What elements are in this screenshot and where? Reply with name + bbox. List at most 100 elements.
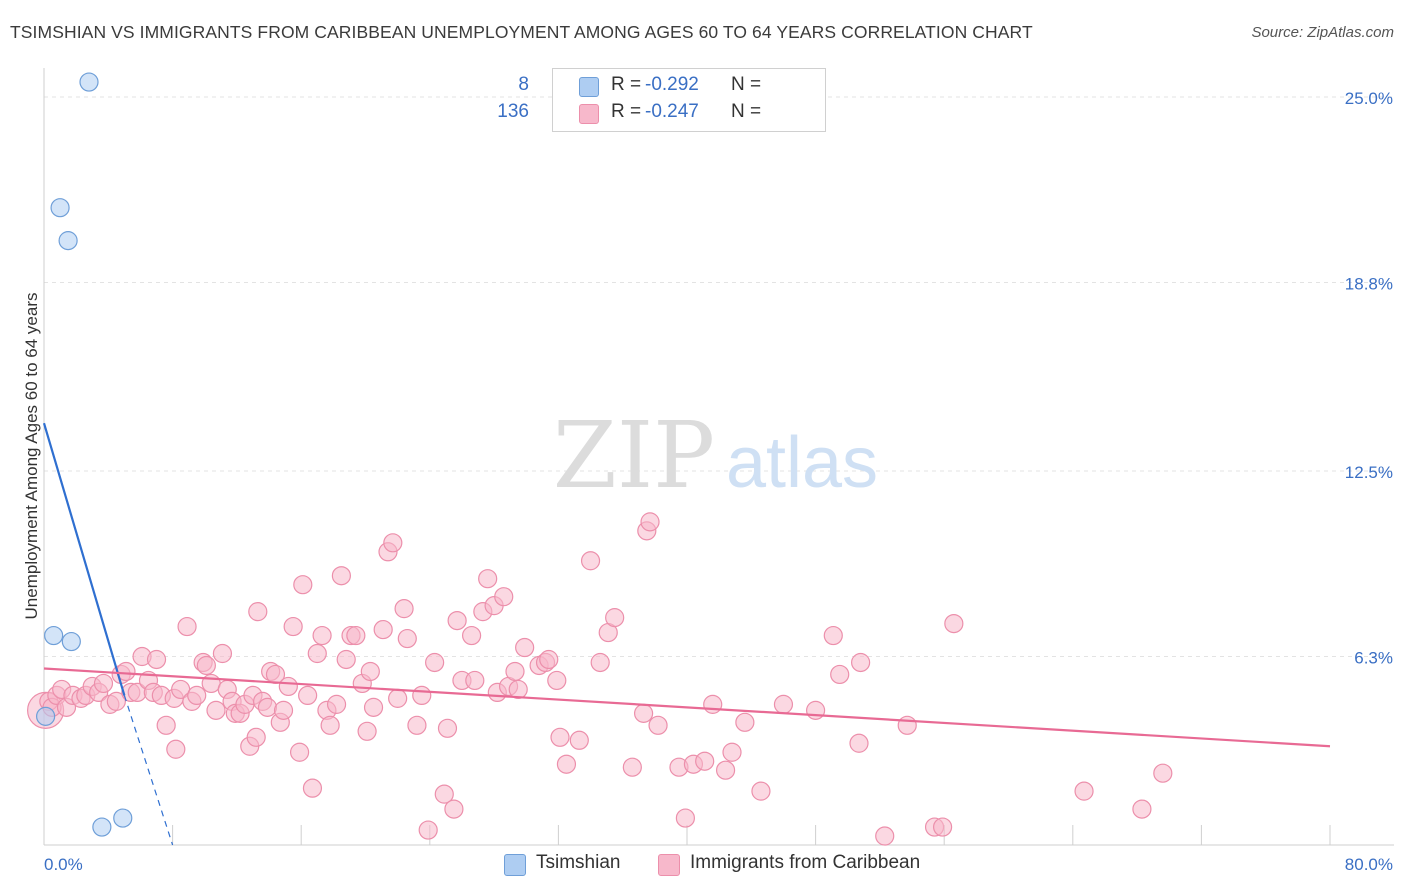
x-tick-label: 0.0%: [44, 855, 83, 874]
tsimshian-point: [44, 625, 64, 646]
caribbean-point: [494, 587, 514, 607]
trend-lines: [42, 422, 1331, 846]
caribbean-point: [550, 727, 570, 747]
caribbean-point: [206, 700, 226, 720]
watermark-atlas: atlas: [726, 423, 878, 503]
caribbean-point: [648, 715, 668, 735]
caribbean-point: [751, 781, 771, 801]
caribbean-point: [622, 757, 642, 777]
legend-swatch: [579, 77, 599, 97]
caribbean-point: [715, 760, 736, 780]
tsimshian-trend-line: [42, 422, 126, 696]
tsimshian-point: [58, 231, 78, 251]
caribbean-point: [875, 826, 895, 846]
caribbean-point: [196, 655, 216, 676]
y-axis-label: Unemployment Among Ages 60 to 64 years: [22, 292, 41, 620]
caribbean-point: [363, 697, 384, 717]
tick-labels: 6.3% 12.5% 18.8% 25.0% 0.0% 80.0%: [44, 89, 1393, 874]
caribbean-point: [388, 688, 408, 708]
caribbean-point: [722, 742, 742, 762]
x-tick-label: 80.0%: [1345, 855, 1393, 874]
caribbean-point: [703, 694, 723, 714]
tsimshian-trend-extension: [123, 695, 174, 846]
bottom-legend-tsimshian: Tsimshian: [504, 852, 644, 876]
caribbean-point: [93, 673, 114, 694]
caribbean-point: [434, 784, 454, 804]
y-tick-label: 18.8%: [1345, 275, 1393, 294]
caribbean-point: [187, 685, 207, 706]
caribbean-point: [331, 566, 351, 586]
caribbean-point: [1132, 799, 1152, 819]
caribbean-point: [830, 664, 850, 685]
caribbean-point: [146, 649, 167, 670]
legend-r-value: -0.247: [645, 101, 699, 122]
bottom-legend-swatch: [658, 854, 680, 876]
caribbean-point: [932, 817, 953, 837]
caribbean-point: [823, 625, 843, 646]
legend-n-label: N =: [731, 101, 762, 122]
tsimshian-point: [50, 198, 70, 218]
caribbean-point: [851, 652, 871, 673]
caribbean-point: [633, 703, 654, 723]
bottom-legend-label: Tsimshian: [536, 852, 621, 873]
caribbean-point: [397, 628, 417, 649]
caribbean-point: [346, 625, 366, 646]
caribbean-point: [515, 637, 535, 658]
caribbean-point: [283, 616, 303, 637]
caribbean-point: [273, 700, 294, 720]
caribbean-point: [326, 694, 347, 714]
caribbean-point: [394, 599, 414, 619]
caribbean-point: [505, 661, 525, 682]
grid-lines: [44, 96, 1394, 658]
caribbean-point: [418, 820, 438, 840]
caribbean-point: [590, 652, 610, 673]
caribbean-points: [27, 512, 1173, 846]
tsimshian-point: [79, 72, 99, 92]
caribbean-point: [246, 727, 266, 747]
caribbean-point: [805, 700, 826, 720]
caribbean-point: [248, 602, 268, 622]
watermark: ZIP atlas: [553, 402, 878, 509]
caribbean-point: [447, 610, 467, 631]
y-tick-label: 12.5%: [1345, 463, 1393, 482]
caribbean-point: [302, 778, 323, 798]
caribbean-point: [1153, 763, 1173, 783]
caribbean-point: [640, 512, 660, 532]
tsimshian-point: [92, 817, 112, 837]
legend-r-label: R =: [611, 74, 642, 95]
tsimshian-point: [113, 808, 133, 828]
caribbean-point: [539, 649, 559, 670]
caribbean-point: [675, 808, 695, 828]
watermark-zip: ZIP: [553, 402, 715, 509]
caribbean-point: [373, 619, 393, 640]
correlation-legend: R = -0.292 N = 8 R = -0.247 N = 136: [497, 68, 826, 132]
legend-r-label: R =: [611, 101, 642, 122]
caribbean-point: [461, 625, 482, 646]
caribbean-point: [166, 739, 186, 759]
chart-title: TSIMSHIAN VS IMMIGRANTS FROM CARIBBEAN U…: [10, 22, 1033, 42]
axes: [43, 68, 1394, 846]
caribbean-point: [897, 715, 917, 735]
caribbean-point: [556, 754, 577, 774]
caribbean-point: [298, 685, 318, 706]
caribbean-point: [425, 652, 445, 673]
caribbean-point: [695, 751, 715, 771]
caribbean-point: [849, 733, 869, 753]
bottom-legend-label: Immigrants from Caribbean: [690, 852, 921, 873]
caribbean-point: [547, 670, 567, 691]
caribbean-point: [580, 551, 601, 571]
caribbean-point: [437, 718, 458, 738]
caribbean-point: [412, 685, 432, 706]
caribbean-point: [605, 608, 625, 628]
caribbean-point: [444, 799, 464, 819]
caribbean-point: [320, 715, 340, 735]
caribbean-point: [278, 676, 298, 697]
caribbean-point: [257, 697, 278, 717]
tsimshian-point: [36, 706, 56, 726]
bottom-legend-caribbean: Immigrants from Caribbean: [658, 852, 948, 876]
legend-n-value: 8: [518, 74, 529, 95]
caribbean-point: [289, 742, 310, 762]
caribbean-point: [307, 643, 327, 664]
caribbean-point: [106, 691, 126, 711]
